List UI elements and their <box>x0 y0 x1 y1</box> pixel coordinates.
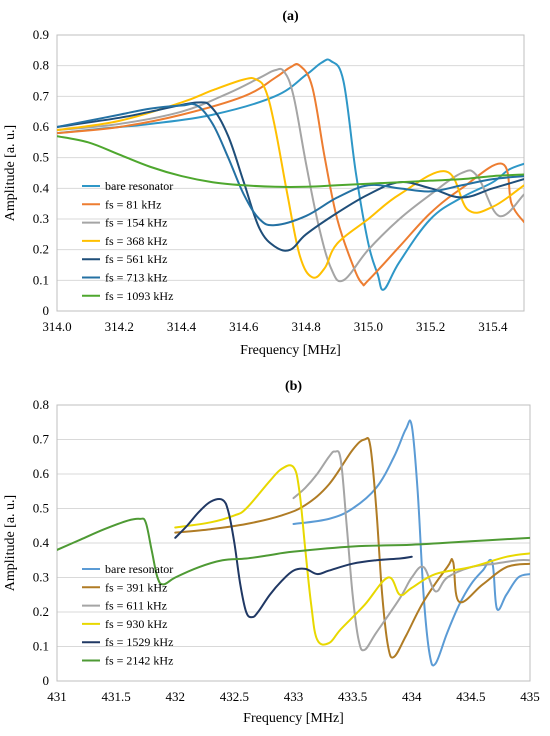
y-tick-label: 0 <box>43 673 50 688</box>
x-tick-label: 434.5 <box>456 689 485 704</box>
x-axis-title: Frequency [MHz] <box>240 343 341 358</box>
y-axis-title: Amplitude [a. u.] <box>3 125 18 221</box>
legend-label: fs = 713 kHz <box>105 271 167 285</box>
y-tick-label: 0.8 <box>33 397 49 412</box>
y-tick-label: 0.9 <box>33 27 49 42</box>
y-tick-label: 0.7 <box>33 88 50 103</box>
y-tick-label: 0.2 <box>33 242 49 257</box>
legend-label: fs = 930 kHz <box>105 617 167 631</box>
legend-label: fs = 154 kHz <box>105 216 167 230</box>
y-tick-label: 0.6 <box>33 466 50 481</box>
series-group <box>57 419 530 667</box>
y-tick-label: 0.2 <box>33 604 49 619</box>
x-tick-label: 314.8 <box>291 319 320 334</box>
series-line-4 <box>57 101 524 252</box>
series-line-5 <box>57 517 530 586</box>
y-tick-label: 0.5 <box>33 150 49 165</box>
y-tick-label: 0.3 <box>33 211 49 226</box>
chart-title: (a) <box>282 9 299 24</box>
x-tick-label: 432.5 <box>220 689 249 704</box>
chart-title: (b) <box>285 379 302 394</box>
x-tick-label: 315.0 <box>354 319 383 334</box>
series-line-5 <box>57 102 524 227</box>
series-line-3 <box>57 77 524 279</box>
legend-label: fs = 391 kHz <box>105 580 167 594</box>
series-line-0 <box>292 419 530 667</box>
chart-panel-0: 0 0.1 0.2 0.3 0.4 0.5 0.6 0.7 0.8 0.9 314.0 314.2 31… <box>3 9 525 358</box>
legend-label: fs = 561 kHz <box>105 252 167 266</box>
x-tick-label: 435 <box>520 689 540 704</box>
y-tick-label: 0.6 <box>33 119 50 134</box>
legend-label: fs = 2142 kHz <box>105 654 173 668</box>
y-tick-label: 0.4 <box>33 180 50 195</box>
legend-label: bare resonator <box>105 179 173 193</box>
legend: bare resonator fs = 391 kHz fs = 611 kHz fs… <box>82 562 173 668</box>
series-line-3 <box>174 464 530 646</box>
x-tick-label: 433.5 <box>338 689 367 704</box>
x-tick-label: 314.6 <box>229 319 259 334</box>
x-tick-label: 431 <box>47 689 67 704</box>
series-line-1 <box>174 437 530 659</box>
series-line-1 <box>57 62 524 287</box>
y-tick-label: 0.1 <box>33 272 49 287</box>
series-group <box>57 58 524 291</box>
x-tick-label: 433 <box>284 689 304 704</box>
legend-label: fs = 368 kHz <box>105 234 167 248</box>
x-tick-label: 431.5 <box>102 689 131 704</box>
x-tick-label: 314.2 <box>105 319 134 334</box>
y-tick-label: 0.8 <box>33 58 49 73</box>
legend-label: fs = 611 kHz <box>105 599 167 613</box>
x-tick-label: 315.4 <box>478 319 508 334</box>
plot-frame <box>56 34 525 312</box>
series-line-2 <box>292 450 530 652</box>
x-tick-label: 314.0 <box>42 319 71 334</box>
x-tick-label: 434 <box>402 689 422 704</box>
legend-label: bare resonator <box>105 562 173 576</box>
x-axis-title: Frequency [MHz] <box>243 711 344 726</box>
legend-label: fs = 1093 kHz <box>105 289 173 303</box>
x-tick-label: 314.4 <box>167 319 197 334</box>
y-tick-label: 0.3 <box>33 570 49 585</box>
legend: bare resonator fs = 81 kHz fs = 154 kHz fs … <box>82 179 173 303</box>
y-tick-label: 0.5 <box>33 501 49 516</box>
x-tick-label: 315.2 <box>416 319 445 334</box>
y-axis-title: Amplitude [a. u.] <box>3 495 18 591</box>
y-tick-label: 0.4 <box>33 535 50 550</box>
series-line-4 <box>174 498 413 619</box>
y-tick-label: 0.7 <box>33 432 50 447</box>
legend-label: fs = 81 kHz <box>105 197 161 211</box>
y-tick-label: 0 <box>43 303 50 318</box>
y-tick-label: 0.1 <box>33 639 49 654</box>
plot-frame <box>56 404 531 682</box>
x-tick-label: 432 <box>166 689 186 704</box>
chart-panel-1: 0 0.1 0.2 0.3 0.4 0.5 0.6 0.7 0.8 431 431.5 432 432.… <box>3 379 540 726</box>
series-line-6 <box>57 135 524 189</box>
legend-label: fs = 1529 kHz <box>105 635 173 649</box>
